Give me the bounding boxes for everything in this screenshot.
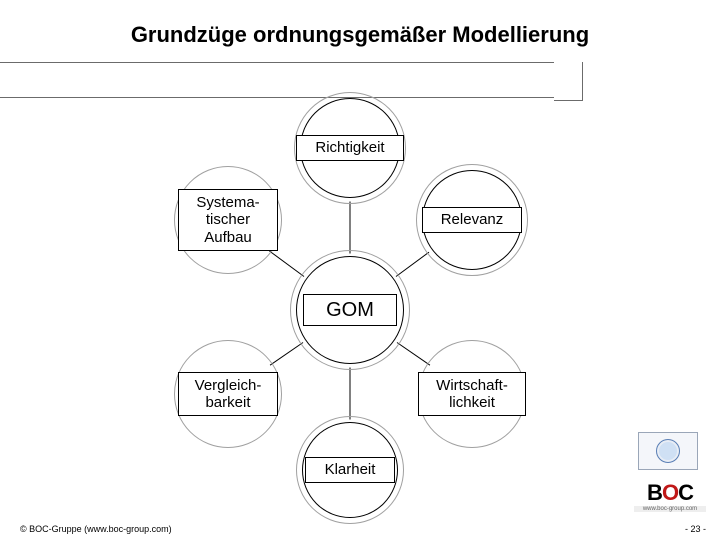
edge bbox=[270, 342, 303, 365]
page-title: Grundzüge ordnungsgemäßer Modellierung bbox=[0, 22, 720, 48]
edge bbox=[396, 251, 430, 276]
edge bbox=[350, 367, 351, 419]
edge bbox=[350, 201, 351, 253]
footer-copyright: © BOC-Gruppe (www.boc-group.com) bbox=[20, 524, 172, 534]
bottom-label: Klarheit bbox=[305, 457, 395, 483]
upper_right-label: Relevanz bbox=[422, 207, 522, 233]
edge bbox=[269, 250, 304, 277]
lower_right-label: Wirtschaft- lichkeit bbox=[418, 372, 526, 416]
globe-icon bbox=[656, 439, 680, 463]
upper_left-label: Systema- tischer Aufbau bbox=[178, 189, 278, 251]
diagram-canvas: GOM Richtigkeit Klarheit Systema- tischer A… bbox=[0, 70, 720, 510]
boc-wordmark: BOC bbox=[647, 480, 693, 506]
page-number: - 23 - bbox=[685, 524, 706, 534]
university-logo bbox=[638, 432, 698, 470]
center-label: GOM bbox=[303, 294, 397, 326]
top-label: Richtigkeit bbox=[296, 135, 404, 161]
lower_left-label: Vergleich- barkeit bbox=[178, 372, 278, 416]
boc-logo: BOC www.boc-group.com bbox=[634, 478, 706, 514]
boc-url: www.boc-group.com bbox=[634, 506, 706, 512]
edge bbox=[397, 342, 430, 365]
